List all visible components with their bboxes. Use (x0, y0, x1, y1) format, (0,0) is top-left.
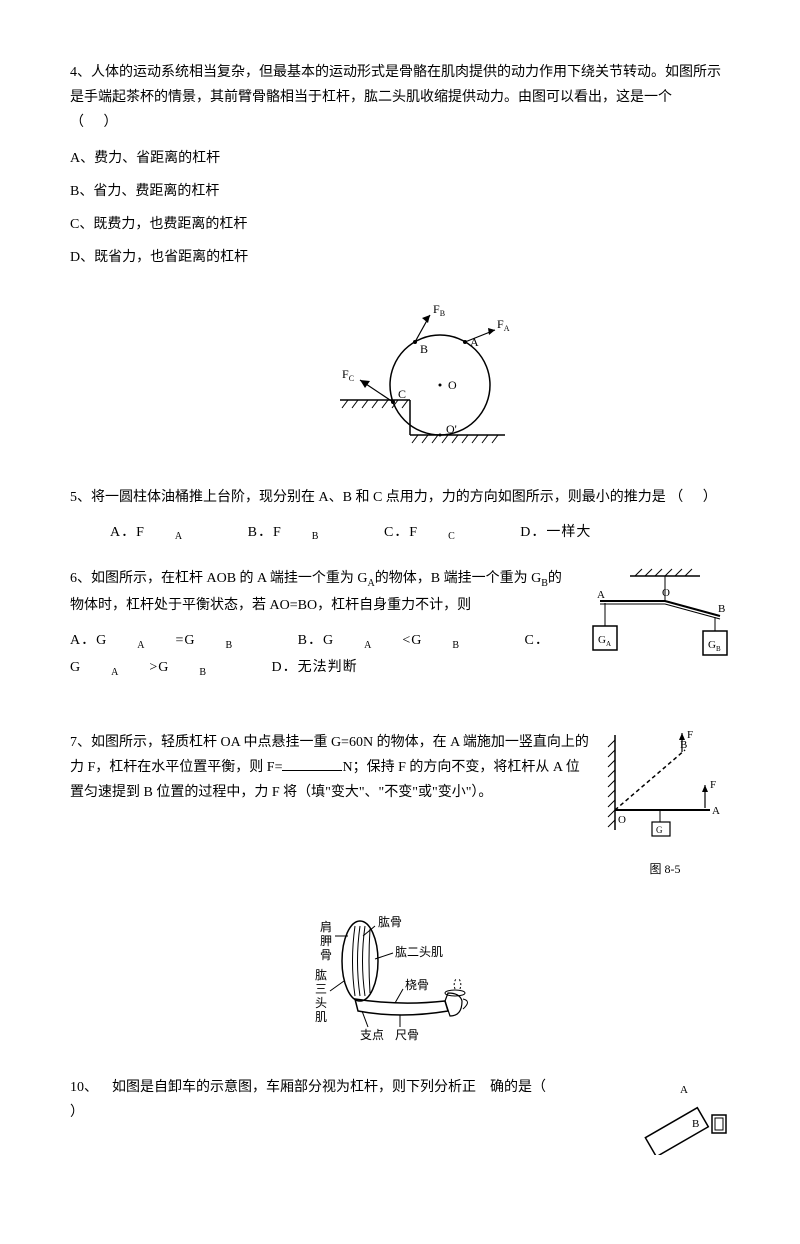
svg-text:骨: 骨 (320, 948, 332, 962)
svg-text:桡骨: 桡骨 (405, 977, 429, 992)
q4-paren: （ ） (70, 115, 126, 130)
svg-text:胛: 胛 (320, 934, 332, 948)
question-6: A O B GA GB 6、如图所示，在杠杆 AOB 的 A 端挂一个重为 GA… (70, 566, 730, 690)
q6-opt-d: D．无法判断 (272, 660, 358, 675)
q5-opt-c: C．FC (384, 525, 486, 540)
svg-text:O: O (618, 814, 626, 826)
svg-text:头: 头 (315, 996, 327, 1010)
svg-text:GB: GB (708, 639, 721, 653)
svg-text:F: F (710, 779, 716, 791)
svg-text:三: 三 (315, 982, 327, 996)
label-Op: O' (446, 422, 457, 436)
q10-figure: A B (620, 1075, 730, 1164)
q4-opt-b: B、省力、费距离的杠杆 (70, 179, 730, 204)
svg-text:支点: 支点 (360, 1028, 384, 1042)
q5-opt-d: D．一样大 (520, 525, 621, 540)
label-B: B (420, 342, 428, 356)
svg-text:B: B (718, 603, 725, 615)
svg-text:F: F (687, 730, 693, 741)
q7-svg: O A B F F G (600, 730, 730, 850)
q6-opt-b: B．GA<GB (298, 633, 490, 648)
q6-svg: A O B GA GB (580, 566, 730, 666)
svg-text:尺骨: 尺骨 (395, 1028, 419, 1042)
arm-svg: 肩胛骨 肱骨 肱二头肌 肱三头肌 桡骨 支点 尺骨 (300, 911, 500, 1051)
question-7: O A B F F G 图 8-5 7、如图所示，轻质杠杆 OA 中点悬挂一重 … (70, 730, 730, 881)
q4-body: 4、人体的运动系统相当复杂，但最基本的运动形式是骨骼在肌肉提供的动力作用下绕关节… (70, 65, 721, 105)
q7-caption: 图 8-5 (600, 859, 730, 881)
q5-svg: O O' A FA B FB C FC (290, 290, 510, 460)
svg-text:肱: 肱 (315, 967, 327, 982)
q6-opt-a: A．GA=GB (70, 633, 263, 648)
q5-figure: O O' A FA B FB C FC (70, 290, 730, 469)
label-FB: FB (433, 302, 445, 318)
q5-options: A．FA B．FB C．FC D．一样大 (110, 520, 730, 547)
svg-text:A: A (712, 805, 720, 817)
question-5: 5、将一圆柱体油桶推上台阶，现分别在 A、B 和 C 点用力，力的方向如图所示，… (70, 485, 730, 547)
svg-text:O: O (662, 587, 670, 599)
label-O: O (448, 378, 457, 392)
q5-text: 5、将一圆柱体油桶推上台阶，现分别在 A、B 和 C 点用力，力的方向如图所示，… (70, 485, 730, 510)
q5-paren: （ ） (669, 490, 725, 505)
q5-body: 5、将一圆柱体油桶推上台阶，现分别在 A、B 和 C 点用力，力的方向如图所示，… (70, 490, 666, 505)
svg-text:A: A (597, 589, 605, 601)
q4-opt-c: C、既费力，也费距离的杠杆 (70, 212, 730, 237)
q7-figure: O A B F F G 图 8-5 (600, 730, 730, 881)
svg-text:A: A (680, 1084, 688, 1096)
q4-opt-d: D、既省力，也省距离的杠杆 (70, 245, 730, 270)
q10-svg: A B (620, 1075, 730, 1155)
label-C: C (398, 387, 406, 401)
svg-text:GA: GA (598, 634, 611, 648)
q10-num: 10、 (70, 1080, 98, 1095)
svg-text:肱二头肌: 肱二头肌 (395, 944, 443, 959)
label-FC: FC (342, 367, 354, 383)
q5-opt-b: B．FB (248, 525, 350, 540)
question-4: 4、人体的运动系统相当复杂，但最基本的运动形式是骨骼在肌肉提供的动力作用下绕关节… (70, 60, 730, 270)
svg-text:G: G (656, 825, 663, 835)
svg-text:肱骨: 肱骨 (378, 914, 402, 929)
q4-text: 4、人体的运动系统相当复杂，但最基本的运动形式是骨骼在肌肉提供的动力作用下绕关节… (70, 60, 730, 136)
q6-figure: A O B GA GB (580, 566, 730, 675)
question-10: A B 10、 如图是自卸车的示意图，车厢部分视为杠杆，则下列分析正 确的是（ … (70, 1075, 730, 1164)
label-FA: FA (497, 317, 510, 333)
q5-opt-a: A．FA (110, 525, 213, 540)
svg-text:B: B (692, 1118, 699, 1130)
q10-tail: 确的是（ (490, 1080, 546, 1095)
svg-text:肩: 肩 (320, 919, 332, 934)
q4-opt-a: A、费力、省距离的杠杆 (70, 146, 730, 171)
q10-body: 如图是自卸车的示意图，车厢部分视为杠杆，则下列分析正 (112, 1080, 476, 1095)
arm-figure: 肩胛骨 肱骨 肱二头肌 肱三头肌 桡骨 支点 尺骨 (70, 911, 730, 1060)
svg-text:肌: 肌 (315, 1010, 327, 1024)
q7-blank (282, 756, 342, 771)
q10-paren: ） (70, 1105, 84, 1120)
